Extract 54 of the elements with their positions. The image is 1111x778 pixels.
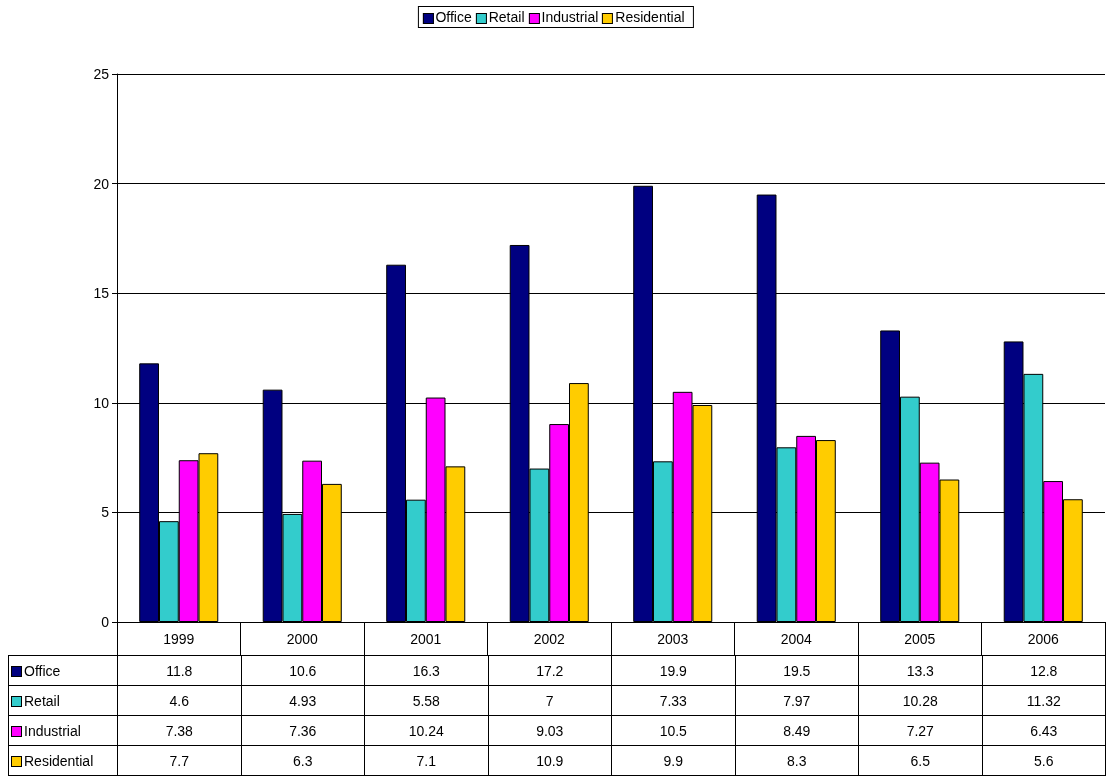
data-label: 8.3 [735, 745, 859, 776]
x-tick-label: 1999 [163, 631, 195, 647]
y-tick-label: 25 [93, 66, 110, 82]
data-label: 10.9 [488, 745, 612, 776]
data-label: 13.3 [858, 655, 982, 686]
data-label: 5.6 [982, 745, 1106, 776]
data-label: 7.38 [117, 715, 241, 746]
text: Retail [24, 692, 60, 709]
x-tick-label: 2005 [904, 631, 936, 647]
data-label: 10.24 [364, 715, 488, 746]
data-label: 7 [488, 685, 612, 716]
data-label: 8.49 [735, 715, 859, 746]
y-tick-label: 5 [101, 504, 110, 521]
legend-label: Industrial [540, 9, 599, 25]
data-label: 6.43 [982, 715, 1106, 746]
data-label: 12.8 [982, 655, 1106, 686]
data-label: 9.9 [611, 745, 735, 776]
data-label: 9.03 [488, 715, 612, 746]
y-tick-label: 10 [93, 394, 110, 411]
x-tick-label: 2006 [1027, 631, 1060, 647]
data-label: 11.8 [117, 655, 241, 686]
x-tick-label: 2004 [780, 631, 813, 647]
data-label: 6.5 [858, 745, 982, 776]
data-label: 7.33 [611, 685, 735, 716]
x-tick-label: 2001 [410, 631, 442, 647]
text: Office [24, 662, 61, 679]
text: Industrial [24, 722, 81, 739]
data-label: 7.7 [117, 745, 241, 776]
legend-label: Retail [487, 9, 525, 25]
x-tick-label: 2000 [286, 631, 319, 647]
legend-label: Office [434, 9, 472, 25]
text: Residential [24, 752, 94, 769]
data-label: 19.9 [611, 655, 735, 686]
data-label: 4.6 [117, 685, 241, 716]
data-label: 10.6 [241, 655, 365, 686]
data-label: 7.36 [241, 715, 365, 746]
data-label: 11.32 [982, 685, 1106, 716]
data-label: 16.3 [364, 655, 488, 686]
data-label: 10.28 [858, 685, 982, 716]
data-label: 19.5 [735, 655, 859, 686]
data-label: 17.2 [488, 655, 612, 686]
data-label: 7.27 [858, 715, 982, 746]
y-tick-label: 15 [93, 285, 110, 302]
data-label: 7.97 [735, 685, 859, 716]
x-tick-label: 2003 [657, 631, 689, 647]
data-label: 7.1 [364, 745, 488, 776]
data-label: 5.58 [364, 685, 488, 716]
y-tick-label: 0 [101, 614, 110, 630]
data-label: 4.93 [241, 685, 365, 716]
x-tick-label: 2002 [533, 631, 566, 647]
data-label: 6.3 [241, 745, 365, 776]
legend-label: Residential [614, 9, 685, 25]
y-tick-label: 20 [93, 175, 110, 192]
data-label: 10.5 [611, 715, 735, 746]
